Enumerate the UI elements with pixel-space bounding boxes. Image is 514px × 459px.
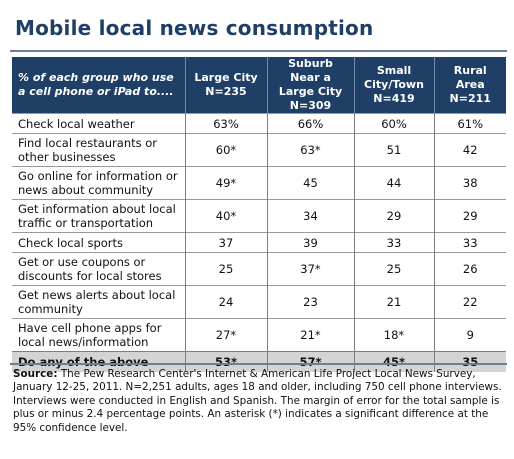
- table-total-row: Do any of the above 53* 57* 45* 35: [12, 351, 506, 372]
- table-row: Go online for information or news about …: [12, 166, 506, 200]
- footer-divider: [10, 363, 507, 365]
- cell-value: 44: [353, 166, 434, 200]
- cell-value: 34: [266, 199, 354, 233]
- cell-value: 49*: [184, 166, 267, 200]
- page-title: Mobile local news consumption: [15, 16, 374, 40]
- cell-value: 33: [433, 232, 506, 253]
- row-label: Find local restaurants or other business…: [12, 133, 185, 167]
- cell-value: 24: [184, 285, 267, 319]
- table-row: Check local weather 63% 66% 60% 61%: [12, 113, 506, 134]
- header-label: Small City/Town: [364, 64, 424, 91]
- table-row: Find local restaurants or other business…: [12, 133, 506, 167]
- table-row: Get news alerts about local community 24…: [12, 285, 506, 319]
- cell-value: 25: [184, 252, 267, 286]
- row-label: Get or use coupons or discounts for loca…: [12, 252, 185, 286]
- source-label: Source:: [13, 368, 58, 380]
- header-label: Rural Area: [453, 64, 487, 91]
- cell-value: 21: [353, 285, 434, 319]
- total-value: 57*: [266, 351, 354, 372]
- row-label: Get information about local traffic or t…: [12, 199, 185, 233]
- row-label: Check local weather: [12, 113, 185, 134]
- cell-value: 26: [433, 252, 506, 286]
- source-text: The Pew Research Center's Internet & Ame…: [13, 368, 502, 434]
- table-row: Get information about local traffic or t…: [12, 199, 506, 233]
- header-rural: Rural Area N=211: [433, 57, 506, 114]
- row-label: Go online for information or news about …: [12, 166, 185, 200]
- total-value: 35: [433, 351, 506, 372]
- cell-value: 27*: [184, 318, 267, 352]
- cell-value: 9: [433, 318, 506, 352]
- cell-value: 42: [433, 133, 506, 167]
- cell-value: 51: [353, 133, 434, 167]
- cell-value: 29: [353, 199, 434, 233]
- cell-value: 38: [433, 166, 506, 200]
- row-label: Check local sports: [12, 232, 185, 253]
- header-large-city: Large City N=235: [184, 57, 267, 114]
- header-sample-size: N=419: [373, 92, 415, 105]
- header-description: % of each group who use a cell phone or …: [12, 57, 185, 114]
- source-note: Source: The Pew Research Center's Intern…: [13, 368, 507, 435]
- cell-value: 63%: [184, 113, 267, 134]
- cell-value: 18*: [353, 318, 434, 352]
- cell-value: 33: [353, 232, 434, 253]
- cell-value: 40*: [184, 199, 267, 233]
- row-label: Get news alerts about local community: [12, 285, 185, 319]
- header-suburb: Suburb Near a Large City N=309: [266, 57, 354, 114]
- cell-value: 61%: [433, 113, 506, 134]
- total-value: 53*: [184, 351, 267, 372]
- cell-value: 37*: [266, 252, 354, 286]
- cell-value: 29: [433, 199, 506, 233]
- cell-value: 23: [266, 285, 354, 319]
- header-small-city: Small City/Town N=419: [353, 57, 434, 114]
- cell-value: 22: [433, 285, 506, 319]
- cell-value: 25: [353, 252, 434, 286]
- cell-value: 21*: [266, 318, 354, 352]
- header-sample-size: N=309: [289, 99, 332, 112]
- header-label: Large City: [194, 71, 258, 84]
- cell-value: 60*: [184, 133, 267, 167]
- cell-value: 63*: [266, 133, 354, 167]
- cell-value: 60%: [353, 113, 434, 134]
- table-row: Check local sports 37 39 33 33: [12, 232, 506, 253]
- header-sample-size: N=211: [449, 92, 491, 105]
- cell-value: 66%: [266, 113, 354, 134]
- cell-value: 37: [184, 232, 267, 253]
- table-row: Have cell phone apps for local news/info…: [12, 318, 506, 352]
- cell-value: 39: [266, 232, 354, 253]
- cell-value: 45: [266, 166, 354, 200]
- row-label: Have cell phone apps for local news/info…: [12, 318, 185, 352]
- total-value: 45*: [353, 351, 434, 372]
- table-row: Get or use coupons or discounts for loca…: [12, 252, 506, 286]
- header-label: Suburb Near a Large City: [278, 57, 343, 98]
- title-divider: [10, 50, 507, 52]
- data-table: % of each group who use a cell phone or …: [12, 57, 506, 372]
- header-sample-size: N=235: [205, 85, 247, 98]
- table-header-row: % of each group who use a cell phone or …: [12, 57, 506, 114]
- total-label: Do any of the above: [12, 351, 185, 372]
